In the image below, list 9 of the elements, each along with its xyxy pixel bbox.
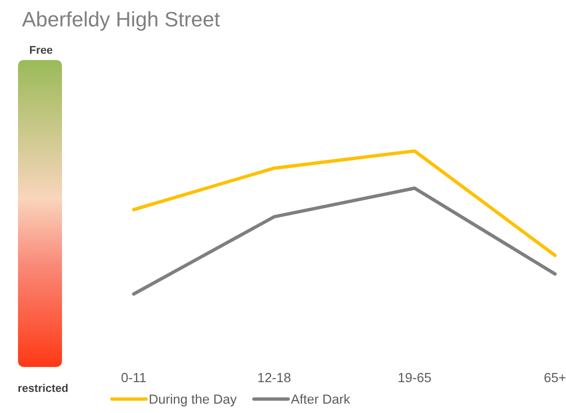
text: Free <box>30 46 52 54</box>
legend-label: During the Day <box>150 394 237 406</box>
legend-label: After Dark <box>290 394 350 404</box>
text: restricted <box>18 384 68 392</box>
chart-title: Aberfeldy High Street <box>22 11 220 31</box>
x-tick-label: 12-18 <box>258 372 290 382</box>
x-tick-label: 65+ <box>544 372 566 382</box>
x-tick-label: 19-65 <box>398 372 431 382</box>
x-tick-label: 0-11 <box>122 372 146 382</box>
